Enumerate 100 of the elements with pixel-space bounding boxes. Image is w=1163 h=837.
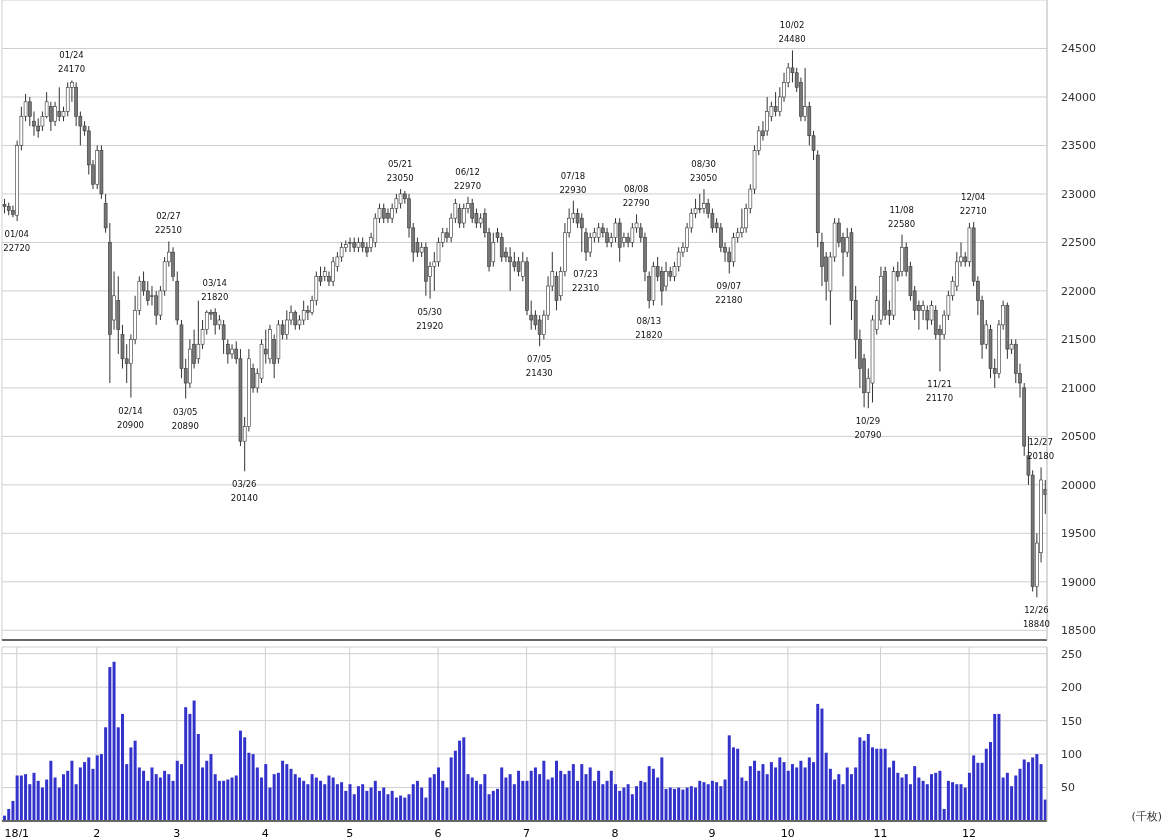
candlestick (529, 300, 534, 331)
annotation: 05/30 21920 (416, 306, 444, 331)
bar (672, 788, 676, 821)
annotation: 01/24 24170 (58, 50, 86, 75)
annotation: 07/23 22310 (572, 268, 600, 293)
annotation: 12/26 18840 (1022, 605, 1050, 630)
bar (555, 760, 558, 821)
bar (1014, 775, 1018, 821)
bar (778, 757, 782, 821)
candlestick (474, 207, 479, 229)
bar (251, 754, 255, 821)
annotation: 11/08 22580 (888, 204, 916, 229)
annotation: 01/04 22720 (3, 229, 31, 254)
candlestick (306, 304, 310, 321)
bar (403, 797, 407, 821)
x-tick-label: 11 (873, 826, 888, 837)
bar (331, 777, 335, 821)
bar (677, 787, 681, 821)
bar (264, 764, 268, 821)
bar (997, 713, 1001, 821)
bar (306, 784, 310, 821)
annotation: 03/05 20890 (171, 406, 199, 431)
bar (1022, 759, 1026, 821)
bar (904, 774, 908, 821)
bar (61, 774, 65, 821)
candlestick (57, 86, 62, 122)
candlestick (373, 212, 378, 248)
annotation: 08/08 22790 (622, 184, 650, 209)
bar (192, 700, 196, 821)
bar (222, 780, 226, 821)
bar (133, 740, 137, 821)
bar (390, 790, 394, 821)
bar (285, 764, 289, 821)
candlestick (424, 241, 428, 297)
bar (508, 774, 512, 821)
bar (1005, 772, 1009, 821)
bar (820, 708, 824, 821)
bar (959, 784, 963, 821)
bar (866, 734, 870, 821)
bar (314, 777, 318, 821)
bar (209, 754, 213, 821)
candlestick (230, 343, 234, 360)
annotation: 07/05 21430 (525, 354, 553, 379)
bar (913, 766, 917, 821)
bar (399, 795, 403, 821)
bar (466, 774, 470, 821)
y-tick-label: 21500 (1061, 333, 1096, 347)
bar (226, 779, 230, 821)
bar (19, 775, 23, 821)
candlestick (579, 212, 584, 253)
bar (892, 760, 896, 821)
candlestick (630, 222, 635, 248)
x-tick-label: 8 (611, 826, 619, 837)
candlestick (276, 319, 281, 365)
x-tick-label: 2 (93, 826, 101, 837)
bar (15, 775, 19, 821)
bar (542, 760, 546, 821)
candlestick (900, 234, 904, 277)
bar (761, 764, 765, 821)
bar (571, 764, 575, 821)
bar (972, 755, 976, 821)
bar (1001, 777, 1005, 821)
candlestick (53, 101, 57, 127)
bar (470, 777, 474, 821)
bar (799, 760, 803, 821)
bar (11, 800, 15, 821)
x-tick-label: 5 (346, 826, 354, 837)
bar (643, 782, 647, 821)
bar (951, 782, 955, 821)
bar (238, 730, 242, 821)
bar (70, 760, 74, 821)
y-tick-label: 20000 (1061, 478, 1096, 492)
bar (858, 737, 862, 821)
bar (36, 780, 40, 821)
bar (782, 762, 786, 821)
bar (184, 707, 188, 821)
bar (685, 787, 689, 821)
candlestick (879, 266, 883, 326)
bar (715, 782, 719, 821)
bar (727, 735, 731, 821)
candlestick (676, 246, 681, 273)
annotation: 11/21 21170 (926, 379, 954, 404)
bar (930, 774, 934, 821)
bar (32, 772, 36, 821)
candlestick (74, 81, 78, 127)
candlestick (116, 275, 121, 355)
bar (563, 774, 567, 821)
candlestick (891, 266, 896, 321)
bar (790, 764, 794, 821)
y-tick-label: 23000 (1061, 187, 1096, 201)
bar (487, 794, 491, 821)
x-tick-label: 4 (261, 826, 269, 837)
bar (938, 770, 942, 821)
x-tick-label: 7 (523, 826, 531, 837)
bar (710, 780, 714, 821)
candlestick (470, 198, 475, 224)
bar (281, 760, 285, 821)
candlestick (702, 188, 706, 214)
annotation: 03/26 20140 (230, 479, 258, 504)
bar (297, 777, 301, 821)
